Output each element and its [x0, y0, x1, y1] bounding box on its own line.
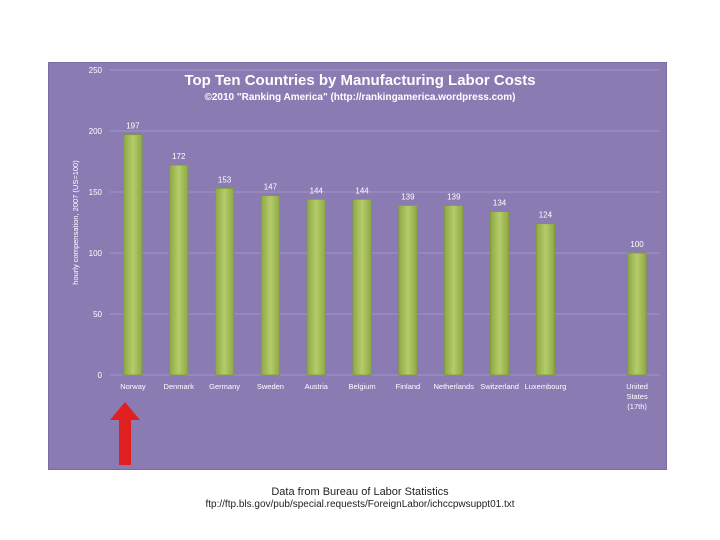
x-tick-label: Belgium: [349, 382, 376, 391]
y-tick-label: 50: [93, 310, 102, 319]
bar: [535, 223, 555, 376]
bar: [215, 187, 235, 376]
x-tick-label: Norway: [120, 382, 146, 391]
bar: [169, 164, 189, 376]
bar: [260, 195, 280, 376]
chart-subtitle: ©2010 "Ranking America" (http://rankinga…: [204, 92, 516, 103]
x-tick-label: (17th): [627, 402, 647, 411]
x-tick-label: Austria: [305, 382, 329, 391]
x-tick-label: Denmark: [164, 382, 195, 391]
chart-title: Top Ten Countries by Manufacturing Labor…: [184, 72, 536, 89]
bar-value-label: 153: [218, 175, 232, 184]
bar: [398, 205, 418, 376]
bar: [490, 211, 510, 376]
bar-value-label: 139: [447, 192, 461, 201]
x-tick-label: Netherlands: [434, 382, 475, 391]
x-tick-label: Luxembourg: [525, 382, 567, 391]
y-tick-label: 200: [89, 127, 103, 136]
y-tick-label: 250: [89, 66, 103, 75]
x-tick-label: Switzerland: [480, 382, 519, 391]
bar: [444, 205, 464, 376]
x-tick-label: Sweden: [257, 382, 284, 391]
y-tick-label: 150: [89, 188, 103, 197]
bar-value-label: 147: [264, 183, 278, 192]
y-tick-label: 0: [98, 371, 103, 380]
bar-value-label: 172: [172, 152, 186, 161]
red-up-arrow-icon: [110, 402, 140, 465]
y-tick-label: 100: [89, 249, 103, 258]
bar: [352, 198, 372, 376]
bar: [123, 134, 143, 376]
x-tick-label: United: [626, 382, 648, 391]
bar: [306, 198, 326, 376]
x-tick-label: Germany: [209, 382, 240, 391]
source-text: Data from Bureau of Labor Statistics: [271, 486, 449, 498]
source-url: ftp://ftp.bls.gov/pub/special.requests/F…: [205, 499, 515, 510]
bar: [627, 252, 647, 376]
bar-value-label: 124: [539, 211, 553, 220]
bar-value-label: 144: [355, 186, 369, 195]
bar-value-label: 134: [493, 199, 507, 208]
bar-value-label: 139: [401, 192, 415, 201]
bar-value-label: 100: [630, 240, 644, 249]
x-tick-label: Finland: [396, 382, 421, 391]
y-axis-label: hourly compensation, 2007 (US=100): [71, 160, 80, 285]
x-tick-label: States: [626, 392, 648, 401]
bar-value-label: 197: [126, 122, 140, 131]
bar-value-label: 144: [310, 186, 324, 195]
